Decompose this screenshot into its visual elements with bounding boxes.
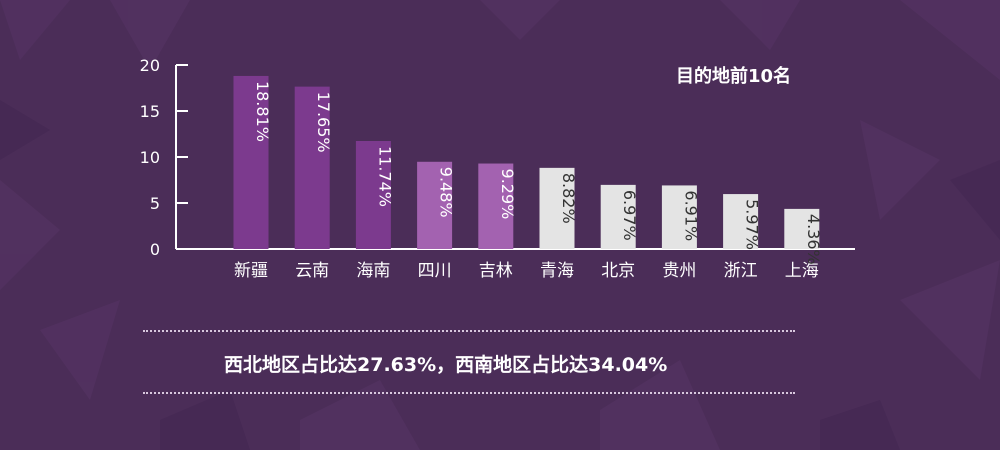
bar-5 (478, 163, 514, 249)
data-labels: 新疆 18.81% 云南 17.65% 海南 11.74% 四川 9.48% 吉林 9.29% 青海… (234, 81, 823, 281)
bar-9 (723, 194, 759, 249)
x-tick-label: 云南 (295, 261, 329, 281)
y-tick-label: 5 (150, 194, 160, 213)
bar-value-label: 9.29% (498, 169, 517, 220)
y-tick-label: 20 (140, 56, 160, 75)
x-tick-label: 四川 (418, 261, 452, 281)
summary-text: 西北地区占比达27.63%，西南地区占比达34.04% (224, 354, 668, 376)
x-tick-label: 上海 (785, 261, 819, 281)
bar-value-label: 17.65% (314, 92, 333, 153)
bar-value-label: 11.74% (375, 146, 394, 207)
y-tick-label: 15 (140, 102, 160, 121)
bar-2 (294, 86, 330, 250)
x-tick-label: 吉林 (479, 261, 513, 281)
divider-bottom (143, 392, 795, 394)
x-tick-label: 浙江 (724, 261, 758, 281)
bar-3 (355, 140, 391, 249)
x-tick-label: 贵州 (662, 261, 696, 281)
y-tick-label: 10 (140, 148, 160, 167)
bar-value-label: 6.91% (681, 190, 700, 241)
x-tick-label: 新疆 (234, 261, 268, 281)
bar-value-label: 9.48% (437, 167, 456, 218)
chart-title: 目的地前10名 (676, 66, 792, 87)
y-tick-label: 0 (150, 240, 160, 259)
bar-value-label: 8.82% (559, 173, 578, 224)
divider-top (143, 330, 795, 332)
bar-8 (661, 185, 697, 249)
bars (233, 75, 820, 250)
x-tick-label: 北京 (601, 261, 635, 281)
bar-4 (417, 161, 453, 249)
bar-value-label: 6.97% (620, 190, 639, 241)
axes: 0 5 10 15 20 (140, 56, 855, 259)
bar-10 (784, 208, 820, 249)
bar-value-label: 4.36% (804, 214, 823, 265)
bar-value-label: 5.97% (743, 199, 762, 250)
bar-value-label: 18.81% (253, 81, 272, 142)
x-tick-label: 青海 (540, 261, 574, 281)
bar-6 (539, 167, 575, 249)
x-tick-label: 海南 (356, 261, 390, 281)
bar-7 (600, 184, 636, 249)
bar-1 (233, 75, 269, 249)
